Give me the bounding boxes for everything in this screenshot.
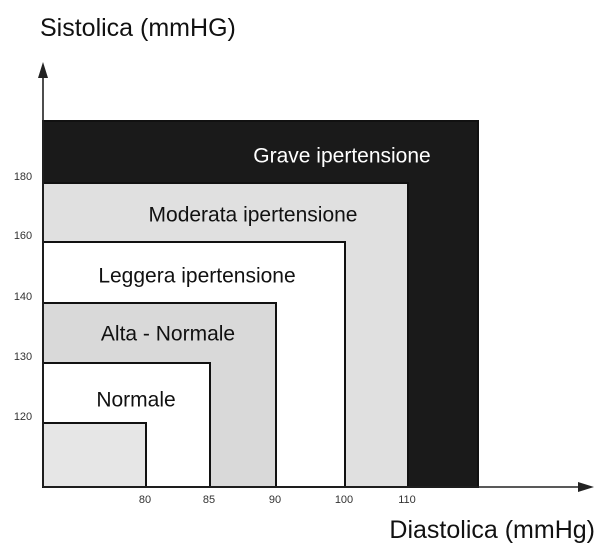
y-tick-label-1: 130 [14, 351, 32, 363]
y-tick-label-0: 120 [14, 411, 32, 423]
zone-label-2: Leggera ipertensione [98, 265, 295, 288]
zone-region-5 [43, 423, 146, 487]
x-axis-title: Diastolica (mmHg) [389, 516, 595, 544]
y-tick-label-2: 140 [14, 291, 32, 303]
zone-label-1: Moderata ipertensione [149, 204, 358, 227]
zone-label-4: Normale [96, 389, 175, 412]
y-axis-arrow-icon [38, 62, 48, 78]
y-axis-title: Sistolica (mmHG) [40, 14, 236, 42]
zone-label-0: Grave ipertensione [253, 145, 430, 168]
x-tick-label-3: 100 [335, 494, 353, 506]
y-tick-label-4: 180 [14, 171, 32, 183]
x-axis-arrow-icon [578, 482, 594, 492]
x-tick-label-0: 80 [139, 494, 151, 506]
x-tick-label-2: 90 [269, 494, 281, 506]
x-tick-label-4: 110 [398, 494, 416, 506]
zone-label-3: Alta - Normale [101, 323, 235, 346]
y-tick-label-3: 160 [14, 230, 32, 242]
zones-layer: Grave ipertensione Moderata ipertensione L… [43, 121, 478, 487]
x-tick-label-1: 85 [203, 494, 215, 506]
